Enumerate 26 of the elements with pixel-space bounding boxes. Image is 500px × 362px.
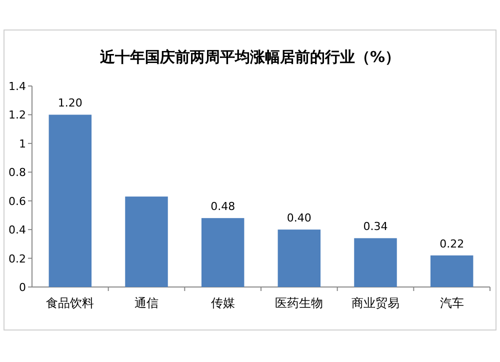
- y-tick-label: 1.2: [8, 108, 26, 122]
- x-tick-label: 商业贸易: [352, 296, 400, 310]
- data-label: 0.22: [440, 237, 464, 250]
- y-tick-label: 0.4: [8, 224, 26, 237]
- data-label: 0.40: [286, 212, 312, 225]
- x-tick-label: 传媒: [210, 296, 235, 310]
- bar: [430, 255, 474, 287]
- bar: [201, 218, 244, 287]
- bar: [48, 114, 92, 287]
- x-tick-label: 医药生物: [275, 296, 324, 310]
- x-tick-label: 通信: [134, 296, 158, 310]
- chart-title: 近十年国庆前两周平均涨幅居前的行业（%）: [98, 48, 400, 66]
- bar: [125, 196, 168, 287]
- bar: [354, 238, 397, 287]
- bar: [278, 230, 321, 287]
- y-tick-label: 1.4: [8, 80, 26, 93]
- y-tick-label: 1: [19, 137, 26, 150]
- x-tick-label: 汽车: [440, 296, 464, 310]
- data-label: 0.34: [363, 220, 388, 234]
- y-tick-label: 0.8: [8, 166, 26, 180]
- data-label: 1.20: [58, 96, 82, 110]
- x-tick-label: 食品饮料: [46, 296, 94, 310]
- y-tick-label: 0.6: [8, 194, 26, 208]
- y-tick-label: 0.2: [8, 252, 26, 266]
- y-tick-label: 0: [19, 281, 26, 294]
- data-label: 0.48: [210, 200, 236, 214]
